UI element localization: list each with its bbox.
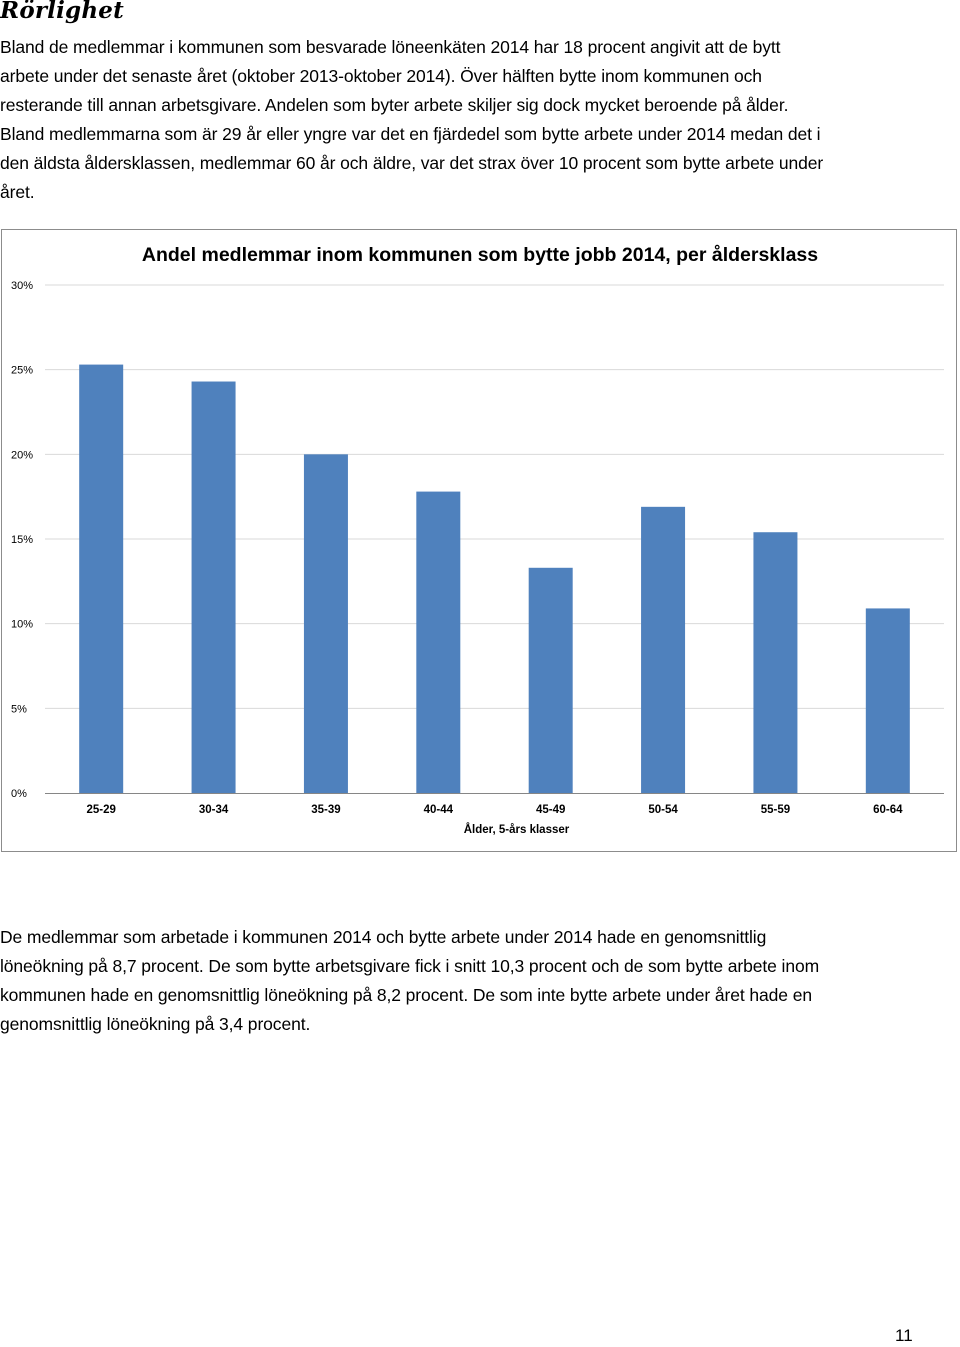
paragraph-line: den äldsta åldersklassen, medlemmar 60 å… [0, 153, 824, 173]
section-heading: Rörlighet [0, 0, 124, 24]
bar-55-59 [753, 532, 798, 793]
page-number: 11 [895, 1326, 913, 1345]
paragraph-line: året. [0, 182, 35, 202]
paragraph-line: Bland de medlemmar i kommunen som besvar… [0, 37, 781, 57]
x-tick-label: 60-64 [873, 804, 903, 816]
y-tick-label: 15% [11, 534, 33, 546]
summary-paragraph: De medlemmar som arbetade i kommunen 201… [0, 923, 958, 1039]
y-tick-label: 30% [11, 280, 33, 292]
intro-paragraph: Bland de medlemmar i kommunen som besvar… [0, 33, 958, 207]
y-tick-label: 20% [11, 449, 33, 461]
x-tick-label: 55-59 [761, 804, 790, 816]
x-tick-label: 45-49 [536, 804, 565, 816]
x-tick-label: 40-44 [424, 804, 454, 816]
y-axis-ticks: 0% 5% 10% 15% 20% 25% 30% [11, 280, 33, 800]
y-tick-label: 0% [11, 788, 27, 800]
x-tick-label: 35-39 [311, 804, 340, 816]
x-axis-ticks: 25-29 30-34 35-39 40-44 45-49 50-54 55-59 60-64 [86, 804, 903, 816]
x-tick-label: 50-54 [648, 804, 678, 816]
bar-chart: Andel medlemmar inom kommunen som bytte … [11, 243, 944, 836]
bar-chart-frame: Andel medlemmar inom kommunen som bytte … [1, 229, 957, 852]
paragraph-line: kommunen hade en genomsnittlig löneöknin… [0, 985, 812, 1005]
paragraph-line: Bland medlemmarna som är 29 år eller yng… [0, 124, 821, 144]
bar-50-54 [641, 506, 686, 793]
x-tick-label: 25-29 [86, 804, 115, 816]
paragraph-line: arbete under det senaste året (oktober 2… [0, 66, 762, 86]
y-tick-label: 25% [11, 365, 33, 377]
chart-gridlines [45, 284, 944, 709]
bar-60-64 [865, 608, 910, 793]
chart-bars [79, 364, 910, 793]
x-axis-label: Ålder, 5-års klasser [464, 823, 570, 836]
paragraph-line: genomsnittlig löneökning på 3,4 procent. [0, 1014, 311, 1034]
paragraph-line: De medlemmar som arbetade i kommunen 201… [0, 927, 767, 947]
paragraph-line: löneökning på 8,7 procent. De som bytte … [0, 956, 820, 976]
bar-30-34 [191, 381, 236, 793]
paragraph-line: resterande till annan arbetsgivare. Ande… [0, 95, 789, 115]
chart-title: Andel medlemmar inom kommunen som bytte … [142, 243, 818, 266]
bar-35-39 [303, 454, 348, 793]
y-tick-label: 10% [11, 619, 33, 631]
bar-40-44 [416, 491, 461, 793]
y-tick-label: 5% [11, 703, 27, 715]
x-tick-label: 30-34 [199, 804, 229, 816]
bar-25-29 [79, 364, 124, 793]
bar-45-49 [528, 567, 573, 793]
